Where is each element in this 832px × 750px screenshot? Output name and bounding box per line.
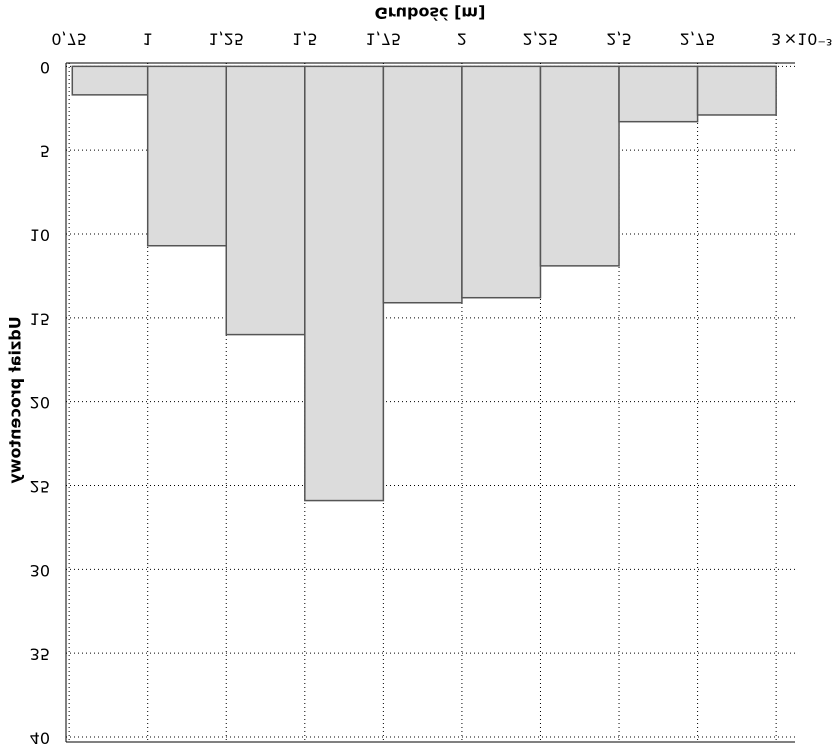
bar [539,65,620,267]
x-tick-label: 1 [143,30,153,49]
y-tick-label: 15 [30,309,50,328]
bar [696,65,777,116]
y-tick-label: 30 [30,561,50,580]
y-axis-label: Udział procentowy [6,316,25,484]
x-tick-label: 1,25 [208,30,244,49]
x-tick-label: 3 [771,30,781,49]
bar [304,65,385,502]
y-tick-label: 0 [40,58,50,77]
x-tick-label: 1,75 [366,30,402,49]
y-tick-label: 5 [40,142,50,161]
bar [146,65,228,247]
y-tick-label: 25 [30,477,50,496]
bar [71,65,149,96]
bar [382,65,463,304]
y-tick-label: 10 [30,226,50,245]
y-tick-label: 35 [30,645,50,664]
x-tick-label: 0,75 [51,30,87,49]
bar [225,65,306,336]
bar [461,65,542,299]
x-tick-label: 2,75 [680,30,716,49]
x-multiplier: ×10⁻³ [784,30,832,49]
chart-title: Grubość [m] [375,4,486,23]
bar [618,65,699,123]
y-tick-label: 40 [30,728,50,747]
x-tick-label: 1,5 [292,30,317,49]
x-tick-label: 2,5 [606,30,631,49]
x-tick-label: 2,25 [523,30,559,49]
y-tick-label: 20 [30,393,50,412]
x-tick-label: 2 [457,30,467,49]
